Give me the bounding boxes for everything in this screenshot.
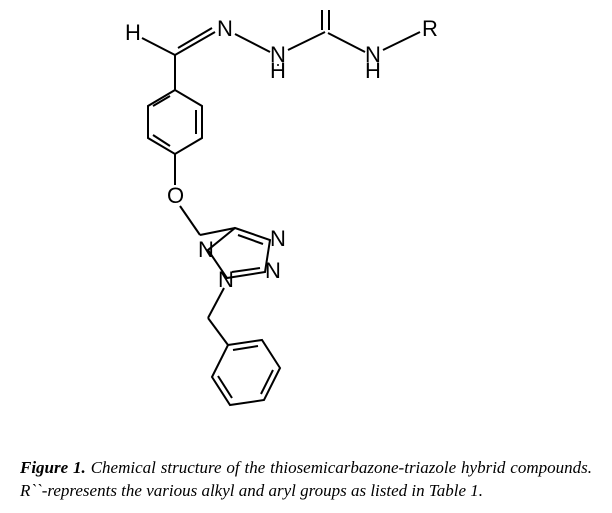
atom-N1: N	[217, 16, 233, 41]
ring2-db1	[233, 346, 258, 350]
bond-ch2b-ring2	[208, 318, 228, 345]
atom-tri-N4: N	[198, 237, 214, 262]
atom-H-n2: H	[270, 58, 286, 83]
figure-container: H N N H S N H R O	[0, 0, 612, 513]
bond-n1-n2	[235, 34, 270, 52]
bond-c-n3	[328, 33, 365, 52]
figure-caption: Figure 1. Chemical structure of the thio…	[20, 457, 592, 503]
bond-c-n1a	[175, 32, 215, 55]
bond-o-ch2	[180, 206, 200, 235]
bond-n2-c	[288, 32, 325, 50]
ring2-db2	[261, 370, 273, 394]
benzene-ring-2	[212, 340, 280, 405]
atom-tri-N2: N	[265, 258, 281, 283]
atom-R: R	[422, 16, 438, 41]
atom-H-top: H	[125, 20, 141, 45]
bond-tri-ch2b	[208, 288, 224, 318]
tri-db2	[232, 268, 260, 272]
atom-O: O	[167, 183, 184, 208]
figure-caption-text: Chemical structure of the thiosemicarbaz…	[20, 458, 592, 500]
chemical-structure-svg: H N N H S N H R O	[80, 10, 530, 430]
atom-tri-N1: N	[270, 226, 286, 251]
atom-tri-N3: N	[218, 267, 234, 292]
bond-h-c	[142, 38, 175, 55]
atom-H-n3: H	[365, 58, 381, 83]
ring1-db2	[153, 135, 170, 146]
bond-c-n1b	[178, 28, 212, 48]
ring2-db3	[218, 376, 232, 398]
bond-n3-r	[383, 32, 420, 50]
benzene-ring-1	[148, 90, 202, 154]
figure-label: Figure 1.	[20, 458, 86, 477]
